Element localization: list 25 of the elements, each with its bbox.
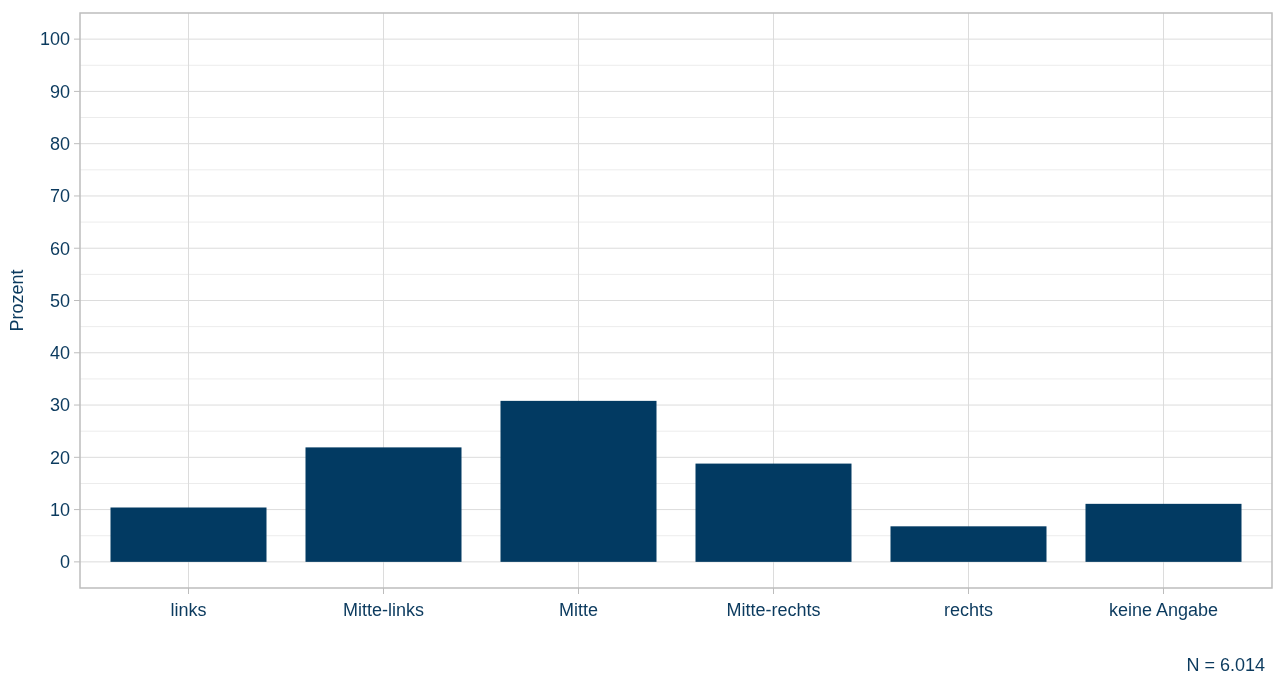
y-tick-label: 80 (49, 133, 70, 154)
y-tick-label: 60 (49, 238, 70, 259)
y-tick-label: 40 (49, 343, 70, 364)
x-tick-label: rechts (943, 600, 994, 620)
bar (500, 400, 657, 562)
x-tick-label: links (170, 600, 207, 620)
x-tick-label: Mitte (558, 600, 599, 620)
bar (305, 447, 462, 562)
text: N = 6.014 (1186, 655, 1265, 675)
y-tick-label: 70 (49, 186, 70, 207)
x-tick-label: Mitte-links (342, 600, 425, 620)
y-tick-label: 20 (49, 447, 70, 468)
bar (890, 526, 1047, 562)
x-tick-label: Mitte-rechts (726, 600, 821, 620)
y-tick-label: 50 (49, 290, 70, 311)
x-tick-label: keine Angabe (1108, 600, 1219, 620)
bar (1085, 503, 1242, 562)
y-tick-label: 90 (49, 81, 70, 102)
y-tick-label: 100 (39, 29, 70, 50)
y-axis-title: Prozent (7, 269, 27, 332)
y-tick-label: 10 (49, 499, 70, 520)
bar (110, 507, 267, 562)
y-tick-label: 0 (59, 552, 70, 573)
bar (695, 463, 852, 562)
y-tick-label: 30 (49, 395, 70, 416)
